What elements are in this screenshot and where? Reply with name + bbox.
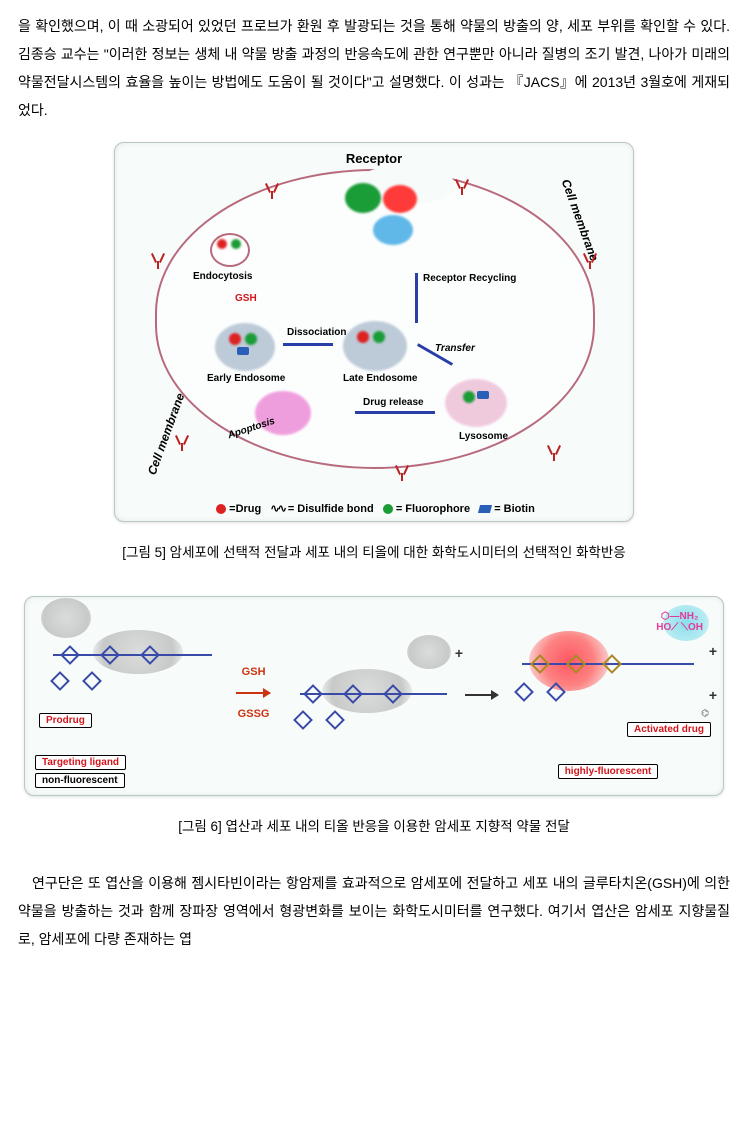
- arrow-line: [283, 343, 333, 346]
- ring-icon: [60, 645, 80, 665]
- ring-icon: [50, 671, 70, 691]
- figure5-legend: =Drug ∿∿ = Disulfide bond = Fluorophore =…: [115, 502, 633, 515]
- drug-dot: [217, 239, 227, 249]
- fluorophore-dot: [231, 239, 241, 249]
- closing-paragraph: 연구단은 또 엽산을 이용해 젬시타빈이라는 항암제를 효과적으로 암세포에 전…: [18, 869, 730, 953]
- figure-6-caption: [그림 6] 엽산과 세포 내의 티올 반응을 이용한 암세포 지향적 약물 전…: [18, 814, 730, 840]
- late-endosome-blob: [343, 321, 407, 371]
- ring-icon: [514, 682, 534, 702]
- grey-frag-blob: [407, 635, 451, 669]
- fluorophore-dot: [373, 331, 385, 343]
- intro-paragraph: 을 확인했으며, 이 때 소광되어 있었던 프로브가 환원 후 발광되는 것을 …: [18, 12, 730, 124]
- early-endosome-label: Early Endosome: [207, 373, 285, 384]
- receptor-icon: [175, 435, 189, 451]
- arrow-block: [465, 646, 501, 746]
- legend-drug: =Drug: [229, 503, 261, 515]
- lower-tags: Targeting ligand non-fluorescent: [33, 752, 232, 788]
- receptor-icon: [547, 445, 561, 461]
- fluorophore-blob: [345, 183, 381, 213]
- figure-6-wrap: Prodrug Targeting ligand non-fluorescent…: [18, 596, 730, 796]
- activated-drug-struct: ⬡—NH₂HO⟋ ⟍OH: [656, 611, 703, 633]
- arrow-line: [465, 694, 493, 696]
- disulfide-icon: ∿∿: [270, 502, 284, 515]
- plus-icon: +: [709, 643, 717, 659]
- intermediate-structure: +: [282, 643, 465, 743]
- activated-drug-tag: Activated drug: [627, 722, 711, 737]
- drug-dot: [229, 333, 241, 345]
- biotin-dot: [477, 391, 489, 399]
- late-endosome-label: Late Endosome: [343, 373, 417, 384]
- drug-blob: [383, 185, 417, 213]
- prodrug-column: Prodrug Targeting ligand non-fluorescent: [33, 604, 232, 788]
- legend-disulfide: = Disulfide bond: [288, 503, 374, 515]
- dissociation-label: Dissociation: [287, 327, 346, 338]
- highly-fluorescent-tag: highly-fluorescent: [558, 764, 659, 779]
- arrow-head-icon: [491, 690, 499, 700]
- gsh-label: GSH: [235, 293, 257, 304]
- ring-icon: [325, 710, 345, 730]
- lysosome-blob: [445, 379, 507, 427]
- plus-icon: +: [455, 645, 463, 661]
- transfer-label: Transfer: [435, 343, 475, 354]
- biotin-icon: [478, 505, 492, 513]
- endocytosis-vesicle: [210, 233, 250, 267]
- fluorophore-icon: [383, 504, 393, 514]
- arrow-line: [415, 273, 418, 323]
- ring-icon: [82, 671, 102, 691]
- ring-icon: [303, 684, 323, 704]
- byproduct-icon: ⌬: [701, 708, 709, 719]
- drug-icon: [216, 504, 226, 514]
- highly-fluorescent-tag-wrap: highly-fluorescent: [501, 761, 715, 779]
- receptor-icon: [583, 253, 597, 269]
- fluorophore-dot: [245, 333, 257, 345]
- reaction-arrow-icon: [236, 692, 270, 694]
- gsh-label: GSH: [242, 666, 266, 678]
- arrow-line: [355, 411, 435, 414]
- non-fluorescent-tag: non-fluorescent: [35, 773, 125, 788]
- lysosome-label: Lysosome: [459, 431, 508, 442]
- plus-icon: +: [709, 687, 717, 703]
- intermediate-column: +: [282, 643, 465, 749]
- grey-ligand-blob: [41, 598, 91, 638]
- figure-5-caption: [그림 5] 암세포에 선택적 전달과 세포 내의 티올에 대한 화학도시미터의…: [18, 540, 730, 566]
- legend-biotin: = Biotin: [494, 503, 535, 515]
- drug-dot: [357, 331, 369, 343]
- prodrug-tag: Prodrug: [39, 713, 92, 728]
- fluorophore-dot: [463, 391, 475, 403]
- prodrug-structure: [33, 604, 232, 704]
- receptor-icon: [151, 253, 165, 269]
- receptor-icon: [265, 183, 279, 199]
- figure-6: Prodrug Targeting ligand non-fluorescent…: [24, 596, 724, 796]
- prodrug-tags: Prodrug: [33, 710, 232, 728]
- activated-structure: ⬡—NH₂HO⟋ ⟍OH + + ⌬: [501, 613, 715, 713]
- drug-release-label: Drug release: [363, 397, 424, 408]
- receptor-icon: [395, 465, 409, 481]
- receptor-recycling-label: Receptor Recycling: [423, 273, 516, 284]
- cell-membrane-label-left: Cell membrane: [145, 391, 188, 477]
- biotin-dot: [237, 347, 249, 355]
- legend-fluorophore: = Fluorophore: [396, 503, 470, 515]
- receptor-label: Receptor: [115, 151, 633, 166]
- cell-membrane-oval: [155, 169, 595, 469]
- targeting-ligand-tag: Targeting ligand: [35, 755, 126, 770]
- figure-5: Receptor Cell membrane Cell membrane End…: [114, 142, 634, 522]
- ring-icon: [293, 710, 313, 730]
- receptor-icon: [455, 179, 469, 195]
- figure-5-wrap: Receptor Cell membrane Cell membrane End…: [18, 142, 730, 522]
- activated-column: ⬡—NH₂HO⟋ ⟍OH + + ⌬ Activated drug highly…: [501, 613, 715, 779]
- biotin-blob: [373, 215, 413, 245]
- endocytosis-label: Endocytosis: [193, 271, 252, 282]
- gssg-label: GSSG: [238, 708, 270, 720]
- activated-drug-tag-wrap: Activated drug: [501, 719, 715, 737]
- reaction-arrow-block: GSH GSSG: [232, 646, 282, 746]
